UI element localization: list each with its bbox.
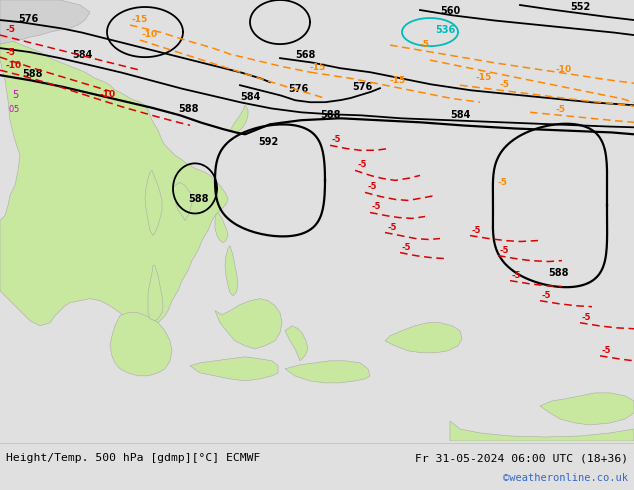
- Text: 588: 588: [178, 104, 198, 114]
- Polygon shape: [215, 213, 228, 243]
- Text: -15: -15: [476, 73, 492, 82]
- Text: Height/Temp. 500 hPa [gdmp][°C] ECMWF: Height/Temp. 500 hPa [gdmp][°C] ECMWF: [6, 453, 261, 463]
- Polygon shape: [110, 313, 172, 376]
- Polygon shape: [385, 323, 462, 353]
- Text: -5: -5: [498, 178, 508, 187]
- Text: -5: -5: [358, 160, 368, 170]
- Text: -5: -5: [555, 105, 565, 114]
- Text: 588: 588: [22, 69, 42, 79]
- Text: -5: -5: [420, 40, 430, 49]
- Text: 552: 552: [570, 2, 590, 12]
- Text: -15: -15: [132, 15, 148, 24]
- Polygon shape: [285, 326, 308, 361]
- Text: -5: -5: [5, 25, 15, 34]
- Text: -5: -5: [332, 135, 342, 145]
- Text: 588: 588: [188, 195, 209, 204]
- Text: 536: 536: [435, 25, 455, 35]
- Polygon shape: [225, 245, 238, 295]
- Polygon shape: [0, 0, 228, 329]
- Text: 592: 592: [258, 137, 278, 147]
- Polygon shape: [215, 299, 282, 349]
- Text: 576: 576: [288, 84, 308, 94]
- Text: -5: -5: [402, 243, 411, 251]
- Text: 584: 584: [450, 110, 470, 120]
- Text: -10: -10: [555, 65, 571, 74]
- Polygon shape: [172, 182, 192, 220]
- Text: -15: -15: [390, 76, 406, 85]
- Polygon shape: [148, 266, 163, 321]
- Polygon shape: [145, 171, 162, 236]
- Text: -5: -5: [372, 202, 382, 212]
- Text: -5: -5: [602, 346, 612, 355]
- Text: $\mathit{5}$: $\mathit{5}$: [12, 88, 20, 100]
- Text: 568: 568: [295, 50, 315, 60]
- Polygon shape: [190, 357, 278, 381]
- Text: 588: 588: [548, 268, 569, 278]
- Text: -5: -5: [542, 291, 552, 300]
- Text: -5: -5: [387, 222, 396, 231]
- Text: Fr 31-05-2024 06:00 UTC (18+36): Fr 31-05-2024 06:00 UTC (18+36): [415, 453, 628, 463]
- Text: -5: -5: [500, 80, 510, 89]
- Text: -5: -5: [512, 270, 522, 280]
- Text: ©weatheronline.co.uk: ©weatheronline.co.uk: [503, 473, 628, 483]
- Polygon shape: [540, 393, 634, 425]
- Text: 560: 560: [440, 6, 460, 16]
- Polygon shape: [230, 105, 248, 132]
- Text: 588: 588: [320, 110, 340, 120]
- Text: 576: 576: [352, 82, 372, 92]
- Text: -5: -5: [500, 245, 510, 255]
- Text: -5: -5: [582, 313, 592, 322]
- Text: -10: -10: [142, 30, 158, 39]
- Text: 576: 576: [18, 14, 38, 24]
- Polygon shape: [285, 361, 370, 383]
- Text: -10: -10: [5, 61, 21, 70]
- Text: 584: 584: [72, 50, 93, 60]
- Text: 584: 584: [240, 92, 261, 102]
- Polygon shape: [450, 421, 634, 441]
- Text: -15: -15: [310, 63, 327, 72]
- Text: -5: -5: [367, 182, 377, 192]
- Text: -5: -5: [472, 225, 481, 235]
- Text: -5: -5: [5, 48, 15, 57]
- Text: $\mathit{05}$: $\mathit{05}$: [8, 103, 20, 114]
- Text: -10: -10: [100, 90, 116, 99]
- Polygon shape: [0, 0, 90, 44]
